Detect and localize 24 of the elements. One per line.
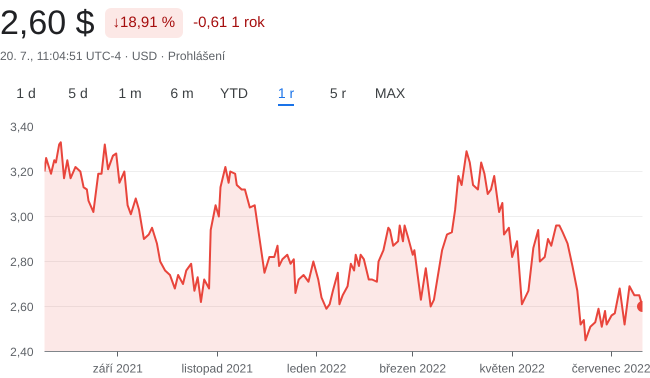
x-tick-label: leden 2022 <box>286 362 347 376</box>
x-tick-label: květen 2022 <box>479 362 546 376</box>
x-tick-label: červenec 2022 <box>572 362 650 376</box>
x-tick-label: září 2021 <box>92 362 144 376</box>
text: 1 r <box>278 85 294 106</box>
text: YTD <box>220 85 248 104</box>
y-tick-label: 2,80 <box>10 255 34 269</box>
text: 1 d <box>16 85 36 104</box>
x-tick-label: březen 2022 <box>379 362 446 376</box>
text: MAX <box>374 85 406 104</box>
text: 5 r <box>330 85 346 104</box>
y-tick-label: 3,00 <box>10 210 34 224</box>
text: 1 m <box>118 85 142 104</box>
y-tick-label: 3,20 <box>10 165 34 179</box>
y-tick-label: 2,60 <box>10 300 34 314</box>
x-tick-label: listopad 2021 <box>182 362 254 376</box>
chart-subtitle: 20. 7., 11:04:51 UTC-4 · USD · Prohlášení <box>0 48 226 65</box>
text: -0,61 1 rok <box>193 13 265 34</box>
y-tick-label: 3,40 <box>10 120 34 134</box>
text: 6 m <box>170 85 194 104</box>
text: 5 d <box>68 85 88 104</box>
y-tick-label: 2,40 <box>10 345 34 359</box>
chart-title: 2,60 $ <box>0 2 95 44</box>
text: ↓18,91 % <box>104 8 184 38</box>
